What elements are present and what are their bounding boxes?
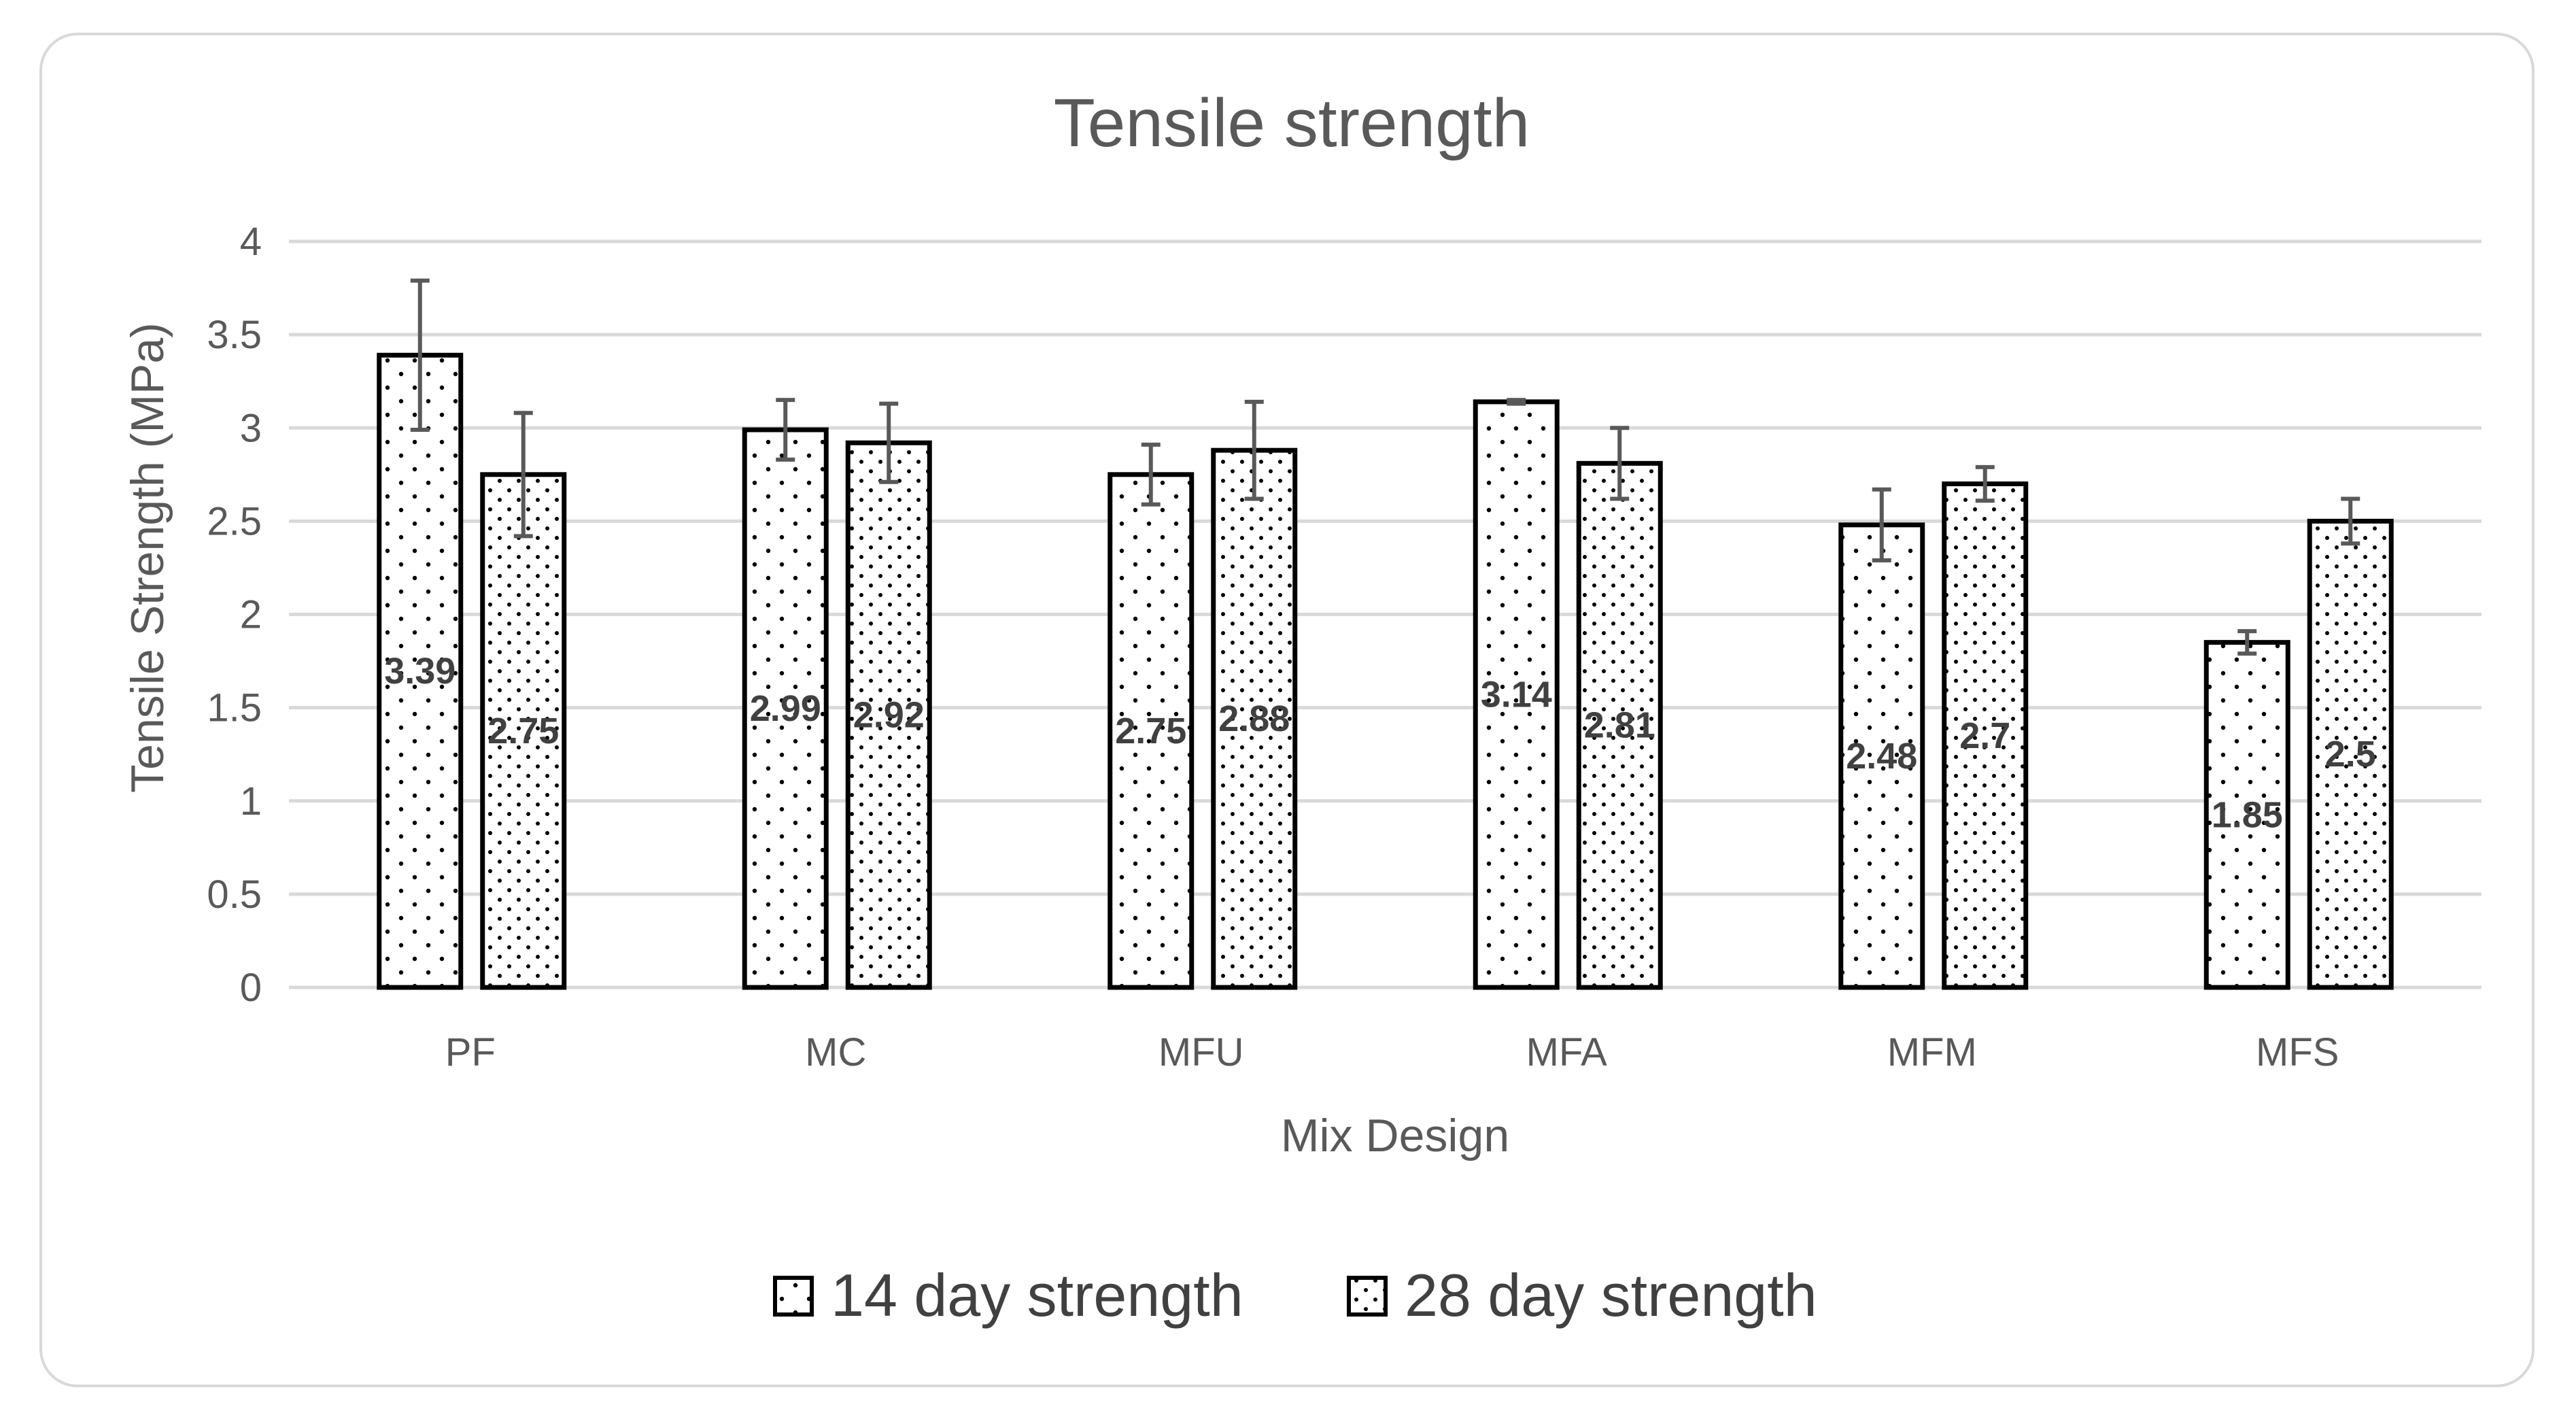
x-axis-ticks: PF MC MFU MFA MFM MFS [445, 1030, 2339, 1074]
data-label: 1.85 [2212, 794, 2283, 835]
bar-14day-mfu [1107, 472, 1195, 990]
y-tick-label: 1 [240, 779, 262, 824]
bar-28day-mfs [2307, 518, 2394, 990]
x-tick-label: MFM [1887, 1030, 1977, 1074]
data-label: 3.39 [384, 651, 456, 692]
data-label: 2.5 [2325, 734, 2376, 775]
x-tick-label: MFS [2256, 1030, 2339, 1074]
data-label: 2.75 [1115, 711, 1186, 751]
bar-28day-mfa [1576, 460, 1663, 990]
data-label: 3.14 [1481, 674, 1552, 715]
x-tick-label: MFA [1526, 1030, 1608, 1074]
y-tick-label: 0.5 [207, 872, 262, 917]
data-label: 2.48 [1846, 736, 1917, 777]
y-tick-label: 4 [240, 220, 262, 264]
bar-28day-mc [845, 440, 932, 990]
bar-14day-mc [742, 427, 829, 990]
legend: 14 day strength 28 day strength [773, 1261, 1817, 1329]
data-label: 2.88 [1218, 698, 1290, 739]
y-axis-title: Tensile Strength (MPa) [122, 322, 173, 793]
y-tick-label: 3 [240, 406, 262, 450]
data-label: 2.75 [487, 711, 559, 751]
y-tick-label: 2 [240, 593, 262, 637]
chart-title: Tensile strength [1054, 85, 1530, 161]
legend-swatch-14day [773, 1276, 814, 1317]
gridlines [289, 239, 2481, 989]
data-label: 2.99 [750, 688, 821, 729]
y-axis-ticks: 0 0.5 1 1.5 2 2.5 3 3.5 4 [207, 220, 262, 1010]
x-tick-label: MC [805, 1030, 866, 1074]
bar-14day-pf [377, 352, 464, 990]
y-tick-label: 0 [240, 966, 262, 1010]
bars: 3.39 2.75 2.99 2.92 2.75 2.88 3.14 2.81 2.48 2.7 1… [377, 278, 2394, 990]
y-tick-label: 3.5 [207, 313, 262, 357]
bar-28day-mfm [1942, 481, 2029, 990]
legend-swatch-28day [1347, 1276, 1388, 1317]
y-tick-label: 1.5 [207, 686, 262, 730]
x-tick-label: PF [445, 1030, 496, 1074]
bar-28day-mfu [1211, 447, 1298, 990]
x-tick-label: MFU [1158, 1030, 1244, 1074]
y-tick-label: 2.5 [207, 499, 262, 543]
data-label: 2.92 [853, 695, 925, 736]
legend-label-28day: 28 day strength [1405, 1261, 1817, 1329]
data-label: 2.7 [1959, 715, 2010, 756]
x-axis-title: Mix Design [1281, 1110, 1509, 1162]
legend-label-14day: 14 day strength [831, 1261, 1243, 1329]
data-label: 2.81 [1584, 705, 1655, 746]
bar-14day-mfm [1838, 522, 1925, 990]
